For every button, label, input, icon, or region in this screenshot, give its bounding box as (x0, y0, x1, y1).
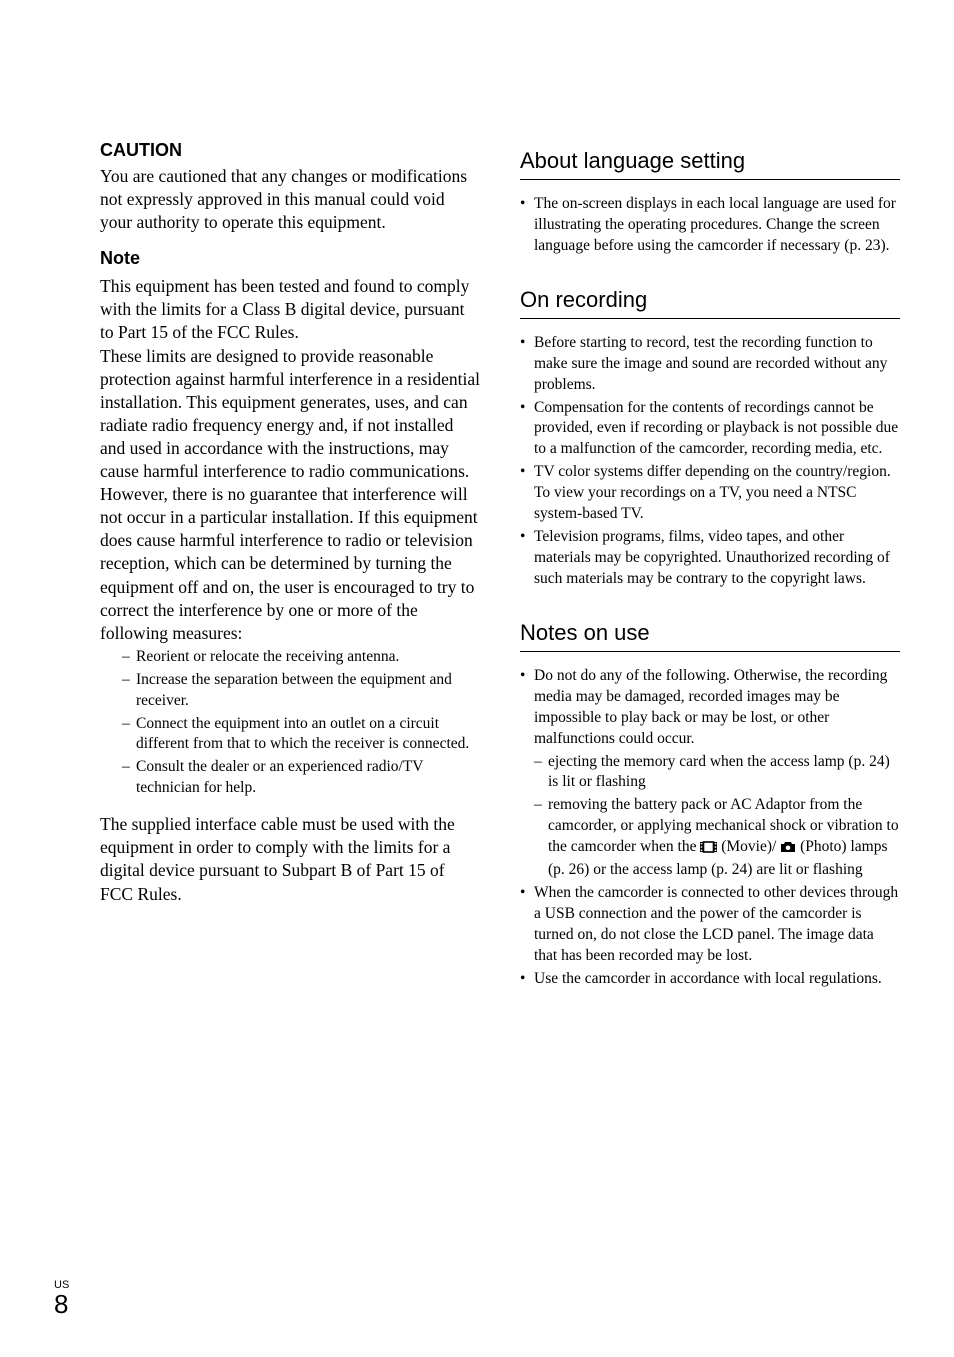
language-bullet: The on-screen displays in each local lan… (520, 194, 900, 257)
language-heading: About language setting (520, 148, 900, 180)
measure-item: Connect the equipment into an outlet on … (122, 714, 480, 756)
measure-item: Increase the separation between the equi… (122, 670, 480, 712)
notes-sub-item: ejecting the memory card when the access… (534, 752, 900, 794)
notes-sub-item: removing the battery pack or AC Adaptor … (534, 795, 900, 881)
footer-page-number: 8 (54, 1291, 68, 1317)
notes-bullet-1: Do not do any of the following. Otherwis… (520, 666, 900, 881)
right-column: About language setting The on-screen dis… (520, 140, 900, 992)
measures-list: Reorient or relocate the receiving anten… (100, 647, 480, 799)
recording-bullet: Before starting to record, test the reco… (520, 333, 900, 396)
recording-bullets: Before starting to record, test the reco… (520, 333, 900, 590)
note-p1-text: This equipment has been tested and found… (100, 276, 469, 342)
movie-icon (700, 839, 717, 860)
note-paragraph-3: The supplied interface cable must be use… (100, 813, 480, 905)
measure-item: Reorient or relocate the receiving anten… (122, 647, 480, 668)
caution-text: You are cautioned that any changes or mo… (100, 165, 480, 234)
note-heading: Note (100, 248, 480, 269)
notes-bullet-3: Use the camcorder in accordance with loc… (520, 969, 900, 990)
notes-sub-list: ejecting the memory card when the access… (534, 752, 900, 882)
page-footer: US 8 (54, 1280, 69, 1317)
recording-bullet: TV color systems differ depending on the… (520, 462, 900, 525)
recording-bullet: Television programs, films, video tapes,… (520, 527, 900, 590)
photo-icon (780, 839, 796, 860)
notes-bullets: Do not do any of the following. Otherwis… (520, 666, 900, 990)
sub2-part-b: (Movie)/ (717, 838, 780, 855)
note-paragraph-1: This equipment has been tested and found… (100, 275, 480, 645)
notes-bullet-2: When the camcorder is connected to other… (520, 883, 900, 967)
note-p2-text: These limits are designed to provide rea… (100, 346, 480, 643)
notes-heading: Notes on use (520, 620, 900, 652)
recording-heading: On recording (520, 287, 900, 319)
language-bullets: The on-screen displays in each local lan… (520, 194, 900, 257)
notes-b1-text: Do not do any of the following. Otherwis… (534, 667, 887, 747)
left-column: CAUTION You are cautioned that any chang… (100, 140, 480, 992)
caution-heading: CAUTION (100, 140, 480, 161)
recording-bullet: Compensation for the contents of recordi… (520, 398, 900, 461)
page-content: CAUTION You are cautioned that any chang… (0, 0, 954, 1052)
measure-item: Consult the dealer or an experienced rad… (122, 757, 480, 799)
